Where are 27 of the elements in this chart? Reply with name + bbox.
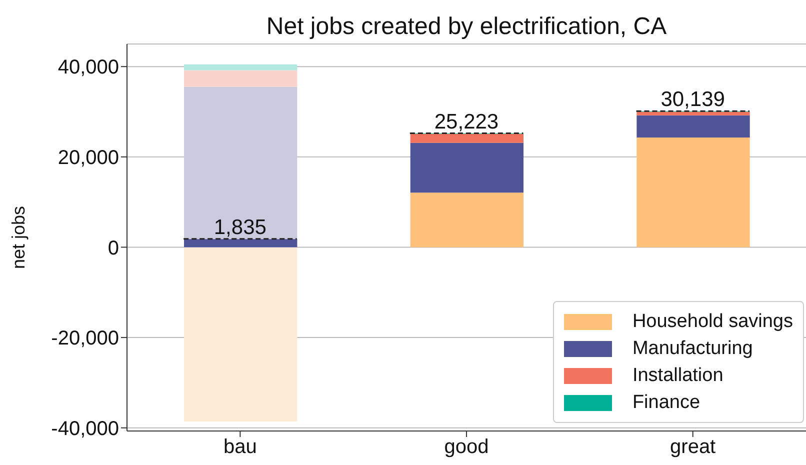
bar [636, 115, 750, 138]
annotation: 30,139 [660, 88, 725, 112]
bar [184, 64, 298, 70]
bar [636, 137, 750, 248]
legend-label: Installation [632, 364, 724, 386]
y-tick-label: -40,000 [51, 418, 119, 440]
bar [636, 112, 750, 116]
y-tick-label: -20,000 [51, 328, 119, 350]
x-tick-label: bau [223, 436, 257, 458]
bar [410, 134, 524, 143]
x-tick-label: great [670, 436, 716, 458]
x-tick-label: good [444, 436, 489, 458]
chart-title: Net jobs created by electrification, CA [266, 13, 667, 40]
bar [184, 247, 298, 422]
y-tick-label: 40,000 [58, 56, 119, 79]
bar [184, 239, 298, 248]
legend-label: Household savings [632, 310, 793, 332]
bar [184, 70, 298, 87]
legend-label: Finance [632, 392, 700, 414]
y-tick-label: 20,000 [58, 146, 119, 169]
bar [410, 142, 524, 193]
y-axis-title: net jobs [8, 206, 28, 270]
y-tick-label: 0 [108, 237, 119, 260]
annotation: 25,223 [434, 110, 499, 134]
legend-label: Manufacturing [632, 338, 753, 360]
annotation: 1,835 [214, 216, 266, 239]
bar [410, 192, 524, 248]
